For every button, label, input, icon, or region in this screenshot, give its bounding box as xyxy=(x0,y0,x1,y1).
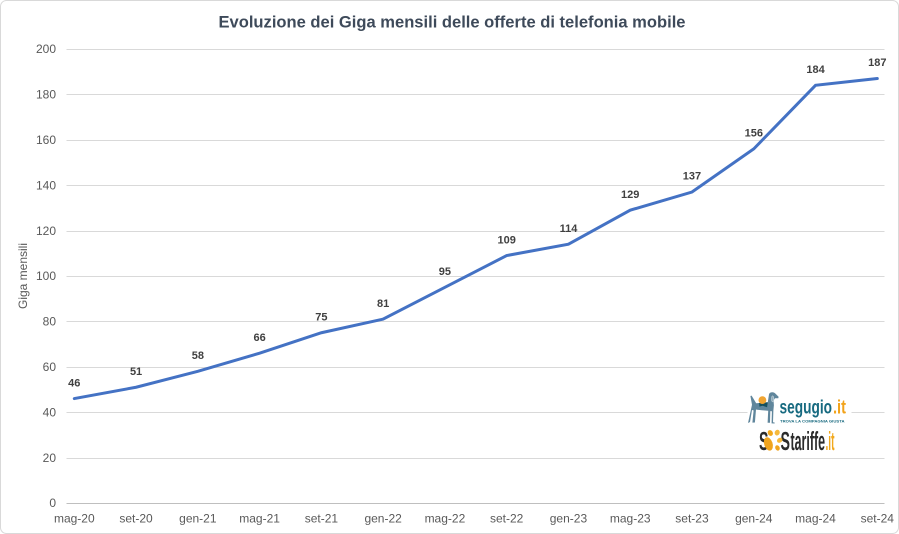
svg-text:set-20: set-20 xyxy=(119,512,153,526)
svg-text:Evoluzione dei Giga mensili de: Evoluzione dei Giga mensili delle offert… xyxy=(219,14,686,32)
svg-text:20: 20 xyxy=(43,451,57,465)
svg-text:80: 80 xyxy=(43,315,57,329)
svg-text:0: 0 xyxy=(49,496,56,510)
svg-text:46: 46 xyxy=(68,377,80,389)
svg-text:120: 120 xyxy=(36,224,56,238)
svg-text:81: 81 xyxy=(377,298,389,310)
svg-text:100: 100 xyxy=(36,269,56,283)
svg-text:114: 114 xyxy=(560,223,579,235)
svg-text:set-21: set-21 xyxy=(305,512,339,526)
svg-text:75: 75 xyxy=(315,311,327,323)
svg-text:set-23: set-23 xyxy=(675,512,709,526)
svg-text:gen-24: gen-24 xyxy=(735,512,773,526)
svg-text:95: 95 xyxy=(439,266,451,278)
svg-text:180: 180 xyxy=(36,88,56,102)
svg-text:187: 187 xyxy=(868,57,886,69)
svg-text:.it: .it xyxy=(833,396,846,418)
svg-text:gen-21: gen-21 xyxy=(179,512,217,526)
svg-text:set-24: set-24 xyxy=(861,512,895,526)
svg-text:109: 109 xyxy=(498,234,516,246)
svg-text:mag-21: mag-21 xyxy=(239,512,280,526)
svg-text:200: 200 xyxy=(36,42,56,56)
svg-text:60: 60 xyxy=(43,360,57,374)
svg-text:.it: .it xyxy=(826,428,835,456)
svg-text:184: 184 xyxy=(806,64,825,76)
svg-text:160: 160 xyxy=(36,133,56,147)
svg-text:Giga mensili: Giga mensili xyxy=(16,243,30,309)
svg-text:137: 137 xyxy=(683,171,701,183)
svg-text:TROVA LA COMPAGNIA GIUSTA: TROVA LA COMPAGNIA GIUSTA xyxy=(780,419,845,424)
svg-text:tariffe: tariffe xyxy=(791,428,826,456)
svg-text:set-22: set-22 xyxy=(490,512,524,526)
svg-text:gen-22: gen-22 xyxy=(364,512,402,526)
svg-text:140: 140 xyxy=(36,178,56,192)
svg-text:156: 156 xyxy=(745,128,763,140)
svg-text:mag-20: mag-20 xyxy=(54,512,95,526)
svg-text:segugio: segugio xyxy=(780,396,833,418)
svg-text:58: 58 xyxy=(192,350,204,362)
svg-text:66: 66 xyxy=(253,332,265,344)
svg-text:mag-24: mag-24 xyxy=(795,512,836,526)
svg-text:mag-23: mag-23 xyxy=(610,512,651,526)
svg-text:mag-22: mag-22 xyxy=(425,512,466,526)
svg-text:S: S xyxy=(781,428,791,456)
svg-text:gen-23: gen-23 xyxy=(550,512,588,526)
svg-text:40: 40 xyxy=(43,405,57,419)
svg-text:S: S xyxy=(759,428,769,456)
svg-text:129: 129 xyxy=(621,189,639,201)
svg-text:51: 51 xyxy=(130,366,142,378)
